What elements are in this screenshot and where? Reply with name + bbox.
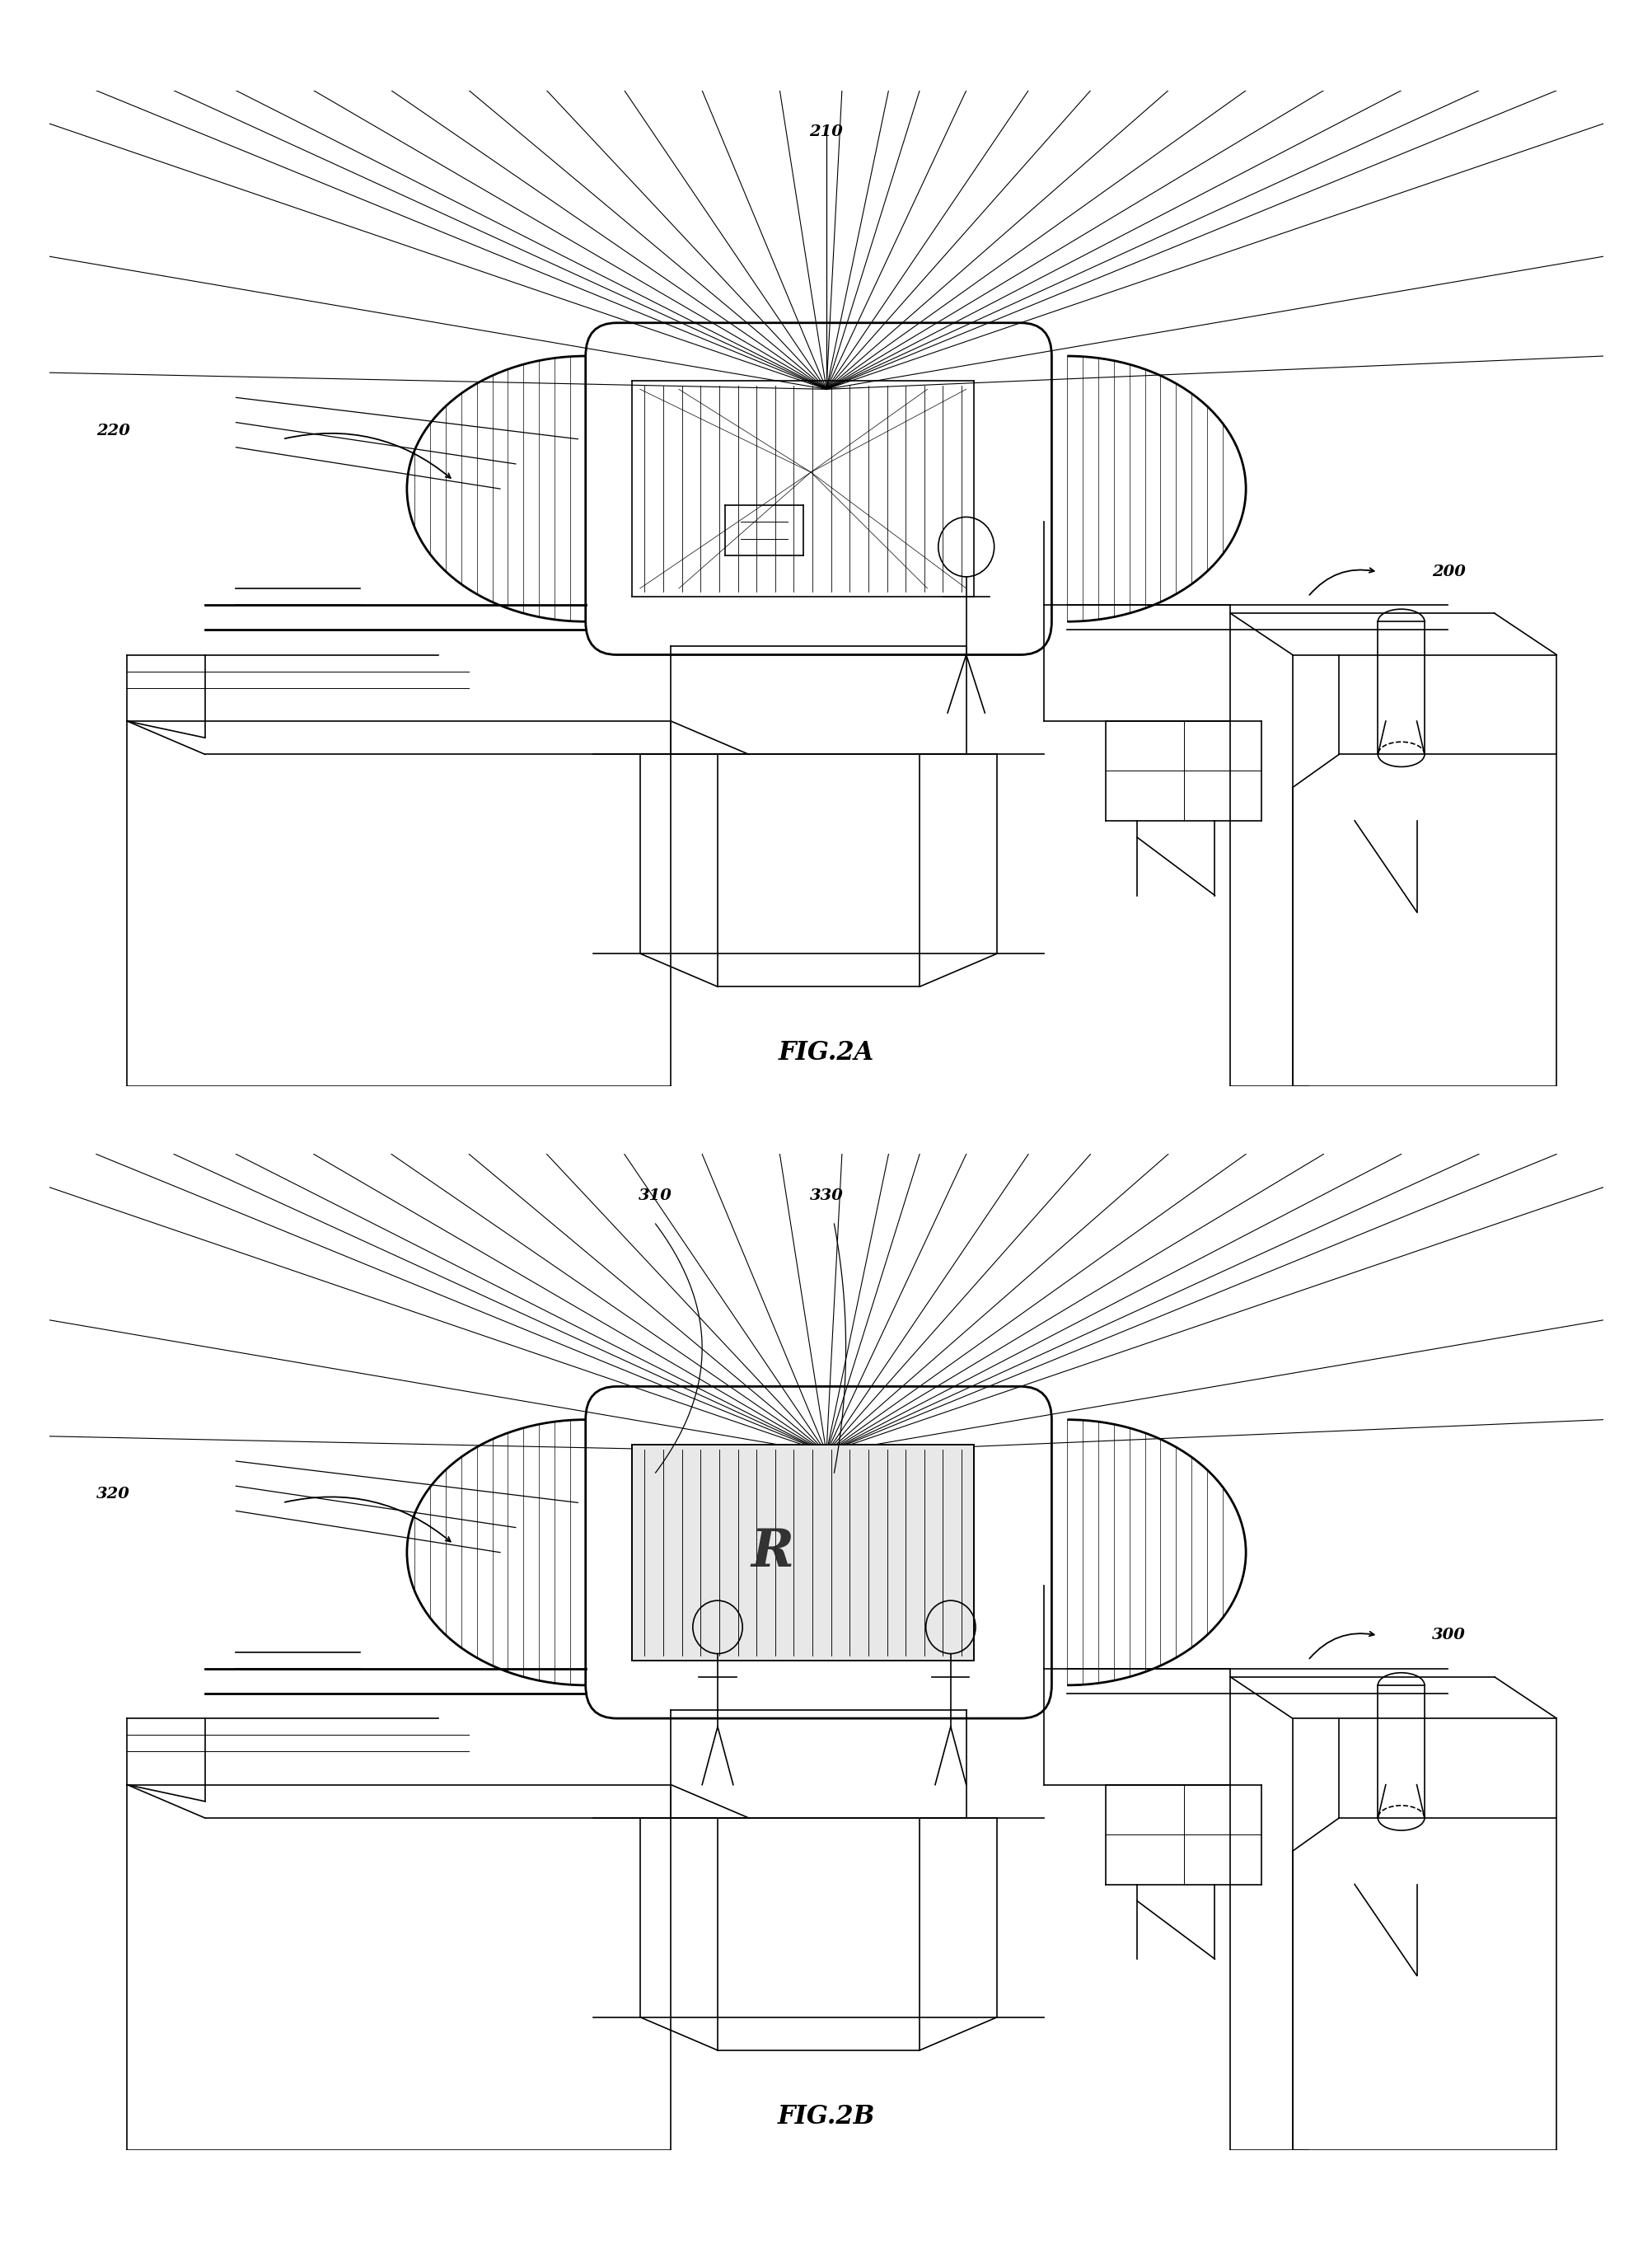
Text: 300: 300 (1432, 1627, 1465, 1643)
Text: FIG.2B: FIG.2B (776, 2105, 876, 2129)
Bar (631, 1444, 973, 1661)
Text: R: R (750, 1528, 793, 1577)
Text: 220: 220 (96, 423, 131, 439)
Text: 200: 200 (1432, 563, 1465, 579)
Text: 330: 330 (809, 1188, 843, 1204)
Text: 310: 310 (638, 1188, 672, 1204)
Text: 210: 210 (809, 124, 843, 140)
Text: FIG.2A: FIG.2A (778, 1041, 874, 1066)
Text: 320: 320 (96, 1487, 131, 1503)
